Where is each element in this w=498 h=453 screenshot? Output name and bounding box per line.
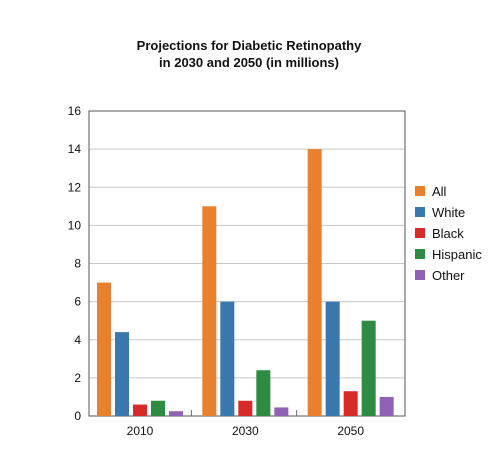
x-tick-label: 2030 [232,424,259,438]
bar-all-2050 [307,149,322,416]
bar-white-2030 [220,301,235,416]
bar-other-2010 [169,411,183,416]
y-tick-label: 6 [74,295,81,309]
y-tick-label: 12 [68,180,82,194]
legend-label-hispanic: Hispanic [432,247,482,262]
y-tick-label: 14 [68,142,82,156]
legend-swatch-black [415,228,425,238]
bar-white-2010 [115,332,129,416]
legend-label-black: Black [432,226,464,241]
bar-all-2030 [202,206,217,416]
chart-title-line-2: in 2030 and 2050 (in millions) [159,55,339,70]
legend-label-white: White [432,205,465,220]
legend-swatch-hispanic [415,249,425,259]
bar-black-2030 [238,400,253,416]
legend-label-other: Other [432,268,465,283]
chart-title-line-1: Projections for Diabetic Retinopathy [136,38,362,53]
legend-label-all: All [432,184,447,199]
bar-other-2050 [379,396,394,416]
y-tick-label: 8 [74,257,81,271]
y-tick-label: 2 [74,371,81,385]
bar-other-2030 [274,407,289,416]
bar-hispanic-2030 [256,370,271,416]
y-tick-label: 10 [68,218,82,232]
legend-swatch-white [415,207,425,217]
bar-black-2050 [343,391,358,416]
y-tick-label: 0 [74,409,81,423]
bar-white-2050 [325,301,340,416]
legend-swatch-other [415,270,425,280]
bar-all-2010 [97,282,111,416]
y-tick-label: 16 [68,104,82,118]
x-tick-label: 2010 [127,424,154,438]
bar-hispanic-2010 [151,400,165,416]
bar-black-2010 [133,404,147,416]
legend-swatch-all [415,186,425,196]
bar-hispanic-2050 [361,320,376,416]
x-tick-label: 2050 [337,424,364,438]
y-tick-label: 4 [74,333,81,347]
